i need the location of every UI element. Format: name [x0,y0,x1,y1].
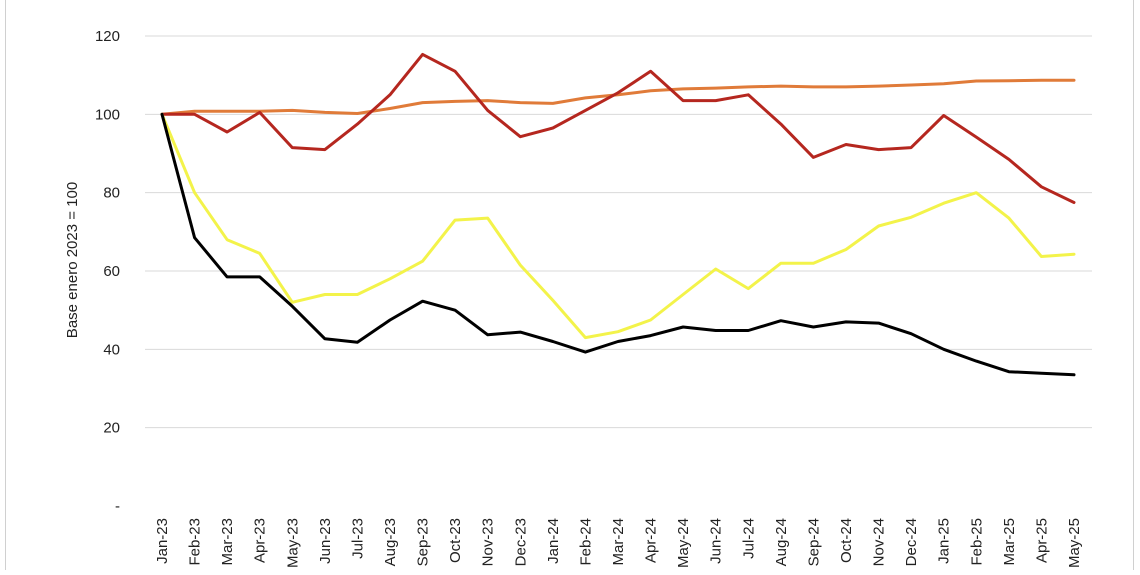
y-tick-label: 20 [103,420,120,437]
x-tick-label: Feb-23 [187,518,204,566]
x-tick-label: Aug-23 [382,518,399,566]
x-axis-ticks: Jan-23 Feb-23 Mar-23 Apr-23 May-23 Jun-23 Jul-… [154,518,1083,568]
frame-left-border [5,0,6,570]
x-tick-label: May-23 [284,518,301,568]
y-tick-label: 80 [103,185,120,202]
series-line-2 [160,52,1076,204]
frame-right-border [1133,0,1134,570]
x-tick-label: Sep-23 [415,518,432,566]
x-tick-label: Feb-24 [577,518,594,566]
x-tick-label: Mar-23 [219,518,236,566]
series-line-4 [160,112,1076,377]
y-tick-label: - [115,498,120,515]
series-line-1 [160,78,1076,116]
series-lines [160,52,1076,377]
x-tick-label: Oct-24 [838,518,855,563]
x-tick-label: Jul-23 [349,518,366,559]
x-tick-label: Apr-24 [643,518,660,563]
x-tick-label: Jun-24 [708,518,725,564]
series-line-3 [160,112,1076,340]
y-axis-title: Base enero 2023 = 100 [64,182,81,338]
x-tick-label: Sep-24 [805,518,822,566]
x-tick-label: Feb-25 [968,518,985,566]
x-tick-label: Jun-23 [317,518,334,564]
x-tick-label: Jul-24 [740,518,757,559]
x-tick-label: Jan-24 [545,518,562,564]
x-tick-label: Nov-23 [480,518,497,566]
gridlines [145,35,1092,429]
x-tick-label: Jan-25 [936,518,953,564]
x-tick-label: Mar-24 [610,518,627,566]
y-tick-label: 120 [95,28,120,45]
y-tick-label: 40 [103,341,120,358]
y-tick-label: 60 [103,263,120,280]
y-tick-label: 100 [95,106,120,123]
x-tick-label: Aug-24 [773,518,790,566]
x-tick-label: Oct-23 [447,518,464,563]
x-tick-label: Dec-23 [512,518,529,566]
x-tick-label: Nov-24 [871,518,888,566]
x-tick-label: Jan-23 [154,518,171,564]
x-tick-label: May-24 [675,518,692,568]
x-tick-label: Dec-24 [903,518,920,566]
y-axis-ticks: - 20 40 60 80 100 120 [95,28,120,515]
x-tick-label: Mar-25 [1001,518,1018,566]
x-tick-label: Apr-25 [1033,518,1050,563]
x-tick-label: Apr-23 [252,518,269,563]
x-tick-label: May-25 [1066,518,1083,568]
